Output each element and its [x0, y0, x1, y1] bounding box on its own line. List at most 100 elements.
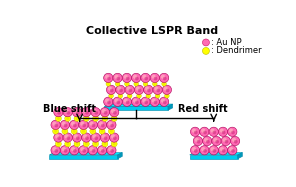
Circle shape	[91, 133, 100, 142]
Circle shape	[100, 133, 110, 142]
Circle shape	[64, 149, 67, 153]
Circle shape	[80, 147, 84, 151]
Circle shape	[113, 142, 116, 145]
Circle shape	[126, 101, 129, 104]
Circle shape	[51, 146, 60, 155]
Circle shape	[162, 82, 166, 86]
Circle shape	[104, 73, 113, 82]
Circle shape	[200, 127, 209, 136]
Circle shape	[85, 111, 89, 115]
Circle shape	[228, 127, 237, 136]
Circle shape	[79, 120, 88, 129]
Circle shape	[154, 101, 157, 104]
Circle shape	[51, 120, 60, 129]
Circle shape	[221, 136, 231, 146]
Circle shape	[92, 109, 96, 113]
Circle shape	[116, 77, 120, 80]
Circle shape	[164, 87, 168, 91]
Circle shape	[212, 136, 221, 146]
Circle shape	[83, 116, 89, 121]
Circle shape	[161, 99, 165, 103]
Circle shape	[126, 83, 128, 85]
Circle shape	[54, 124, 58, 127]
Circle shape	[210, 147, 215, 151]
Circle shape	[111, 141, 117, 147]
Circle shape	[141, 73, 150, 82]
Circle shape	[223, 138, 227, 142]
Circle shape	[193, 136, 202, 146]
Circle shape	[55, 141, 61, 147]
Polygon shape	[168, 104, 173, 110]
Circle shape	[126, 77, 129, 80]
Circle shape	[91, 130, 94, 133]
Polygon shape	[49, 153, 122, 155]
Circle shape	[76, 111, 80, 115]
Circle shape	[190, 127, 200, 136]
Circle shape	[200, 146, 209, 155]
Circle shape	[144, 77, 148, 80]
Circle shape	[144, 101, 148, 104]
Circle shape	[131, 97, 141, 106]
Circle shape	[218, 146, 228, 155]
Circle shape	[113, 117, 116, 120]
Circle shape	[70, 120, 79, 129]
Circle shape	[88, 120, 97, 129]
Circle shape	[82, 149, 86, 153]
Circle shape	[229, 147, 233, 151]
Circle shape	[94, 136, 98, 140]
Polygon shape	[118, 153, 122, 159]
Circle shape	[163, 101, 167, 104]
Circle shape	[131, 73, 141, 82]
Circle shape	[108, 122, 112, 126]
Circle shape	[113, 111, 117, 115]
Circle shape	[225, 140, 228, 144]
Circle shape	[127, 94, 132, 98]
Circle shape	[119, 89, 123, 92]
Circle shape	[203, 149, 207, 153]
Circle shape	[102, 109, 106, 113]
Circle shape	[147, 95, 149, 97]
Circle shape	[146, 94, 151, 98]
Polygon shape	[104, 106, 168, 110]
Circle shape	[65, 116, 71, 121]
Circle shape	[231, 136, 240, 146]
Circle shape	[60, 120, 70, 129]
Circle shape	[75, 117, 78, 120]
Circle shape	[124, 75, 128, 79]
Circle shape	[74, 109, 78, 113]
Circle shape	[79, 146, 88, 155]
Circle shape	[115, 82, 120, 86]
Circle shape	[76, 136, 80, 140]
Circle shape	[201, 128, 205, 133]
Circle shape	[52, 122, 57, 126]
Circle shape	[192, 147, 196, 151]
Circle shape	[71, 122, 75, 126]
Circle shape	[231, 131, 235, 134]
Circle shape	[161, 75, 165, 79]
Circle shape	[107, 120, 116, 129]
Circle shape	[103, 142, 106, 145]
Circle shape	[111, 109, 115, 113]
Circle shape	[152, 99, 156, 103]
Circle shape	[113, 136, 117, 140]
Circle shape	[104, 97, 113, 106]
Circle shape	[82, 124, 86, 127]
Circle shape	[91, 108, 100, 117]
Circle shape	[116, 85, 125, 94]
Circle shape	[99, 122, 103, 126]
Circle shape	[138, 95, 140, 97]
Circle shape	[110, 89, 114, 92]
Circle shape	[213, 149, 216, 153]
Circle shape	[63, 133, 72, 142]
Circle shape	[63, 130, 66, 133]
Circle shape	[93, 116, 99, 121]
Circle shape	[116, 101, 120, 104]
Circle shape	[150, 73, 160, 82]
Circle shape	[126, 87, 131, 91]
Circle shape	[67, 111, 70, 115]
Circle shape	[114, 99, 118, 103]
Circle shape	[90, 122, 94, 126]
Circle shape	[197, 140, 200, 144]
Circle shape	[107, 85, 116, 94]
Circle shape	[206, 140, 210, 144]
